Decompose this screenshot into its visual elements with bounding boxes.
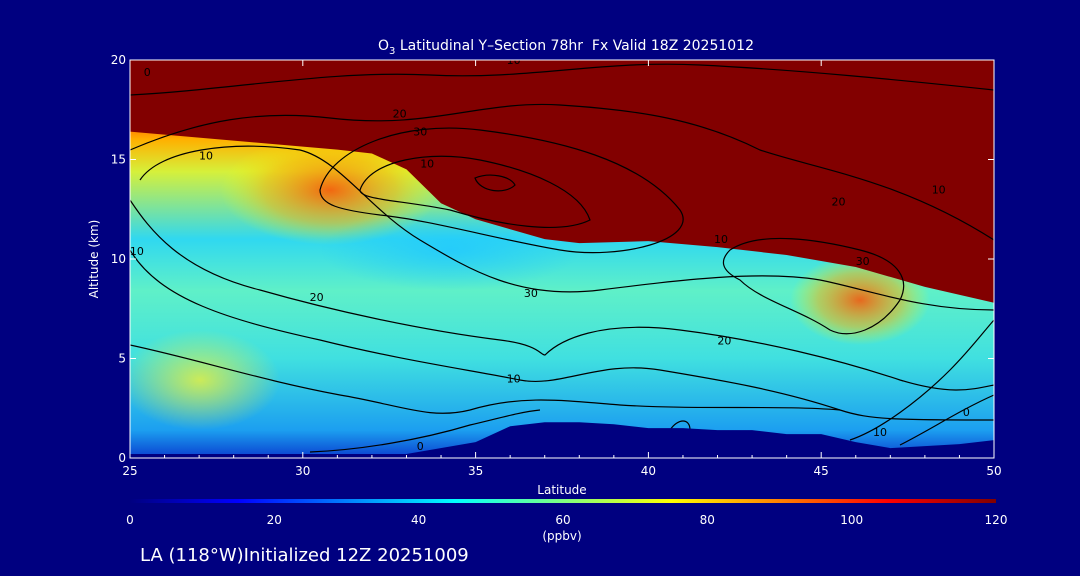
colorbar-unit: (ppbv) [542, 529, 581, 543]
contour-label: 20 [310, 291, 324, 304]
contour-label: 0 [963, 406, 970, 419]
contour-line [899, 394, 994, 446]
y-tick-label: 15 [111, 153, 126, 167]
contour-line [130, 103, 994, 241]
y-axis: 0 5 10 15 20 [111, 53, 994, 465]
contour-label: 20 [832, 195, 846, 208]
contour-labels: 0 10 20 30 10 20 10 10 10 20 30 30 10 20 10 0 10 0 [130, 54, 970, 453]
ozone-elevated-region [130, 330, 280, 430]
x-tick-label: 40 [641, 464, 656, 478]
colorbar-tick-label: 100 [840, 513, 863, 527]
colorbar-tick-label: 120 [985, 513, 1008, 527]
x-tick-label: 45 [814, 464, 829, 478]
colorbar-tick-label: 40 [411, 513, 426, 527]
x-tick-label: 25 [122, 464, 137, 478]
contour-label: 10 [420, 158, 434, 171]
colorbar-tick-label: 60 [555, 513, 570, 527]
contour-label: 10 [873, 426, 887, 439]
colorbar-tick-label: 20 [267, 513, 282, 527]
x-axis-label: Latitude [537, 483, 586, 497]
chart-title: O3 Latitudinal Y–Section 78hr Fx Valid 1… [378, 38, 754, 57]
contour-label: 0 [417, 440, 424, 453]
contour-label: 10 [199, 150, 213, 163]
y-tick-label: 5 [118, 352, 126, 366]
terrain-mask [130, 422, 994, 458]
contour-label: 10 [130, 245, 144, 258]
x-axis: 25 30 35 40 45 50 [122, 60, 1002, 478]
y-tick-label: 10 [111, 252, 126, 266]
contour-line [359, 155, 591, 228]
contour-label: 30 [856, 255, 870, 268]
contour-label: 10 [932, 183, 946, 196]
x-tick-label: 35 [468, 464, 483, 478]
contour-label: 30 [413, 126, 427, 139]
colorbar-tick-label: 80 [700, 513, 715, 527]
contour-lines [130, 63, 994, 453]
x-tick-label: 50 [986, 464, 1001, 478]
contour-label: 10 [507, 54, 521, 67]
contour-label: 0 [144, 66, 151, 79]
contour-line [130, 249, 994, 421]
colorbar-ticks: 0 20 40 60 80 100 120 [126, 513, 1007, 527]
contour-label: 20 [393, 108, 407, 121]
x-tick-label: 30 [295, 464, 310, 478]
contour-line [319, 127, 684, 254]
contour-label: 10 [507, 372, 521, 385]
contour-line [130, 63, 994, 96]
plot-area: 0 10 20 30 10 20 10 10 10 20 30 30 10 20 10 0 10 0 [130, 54, 994, 458]
y-axis-label: Altitude (km) [87, 220, 101, 299]
contour-line [849, 319, 994, 441]
footer-caption: LA (118°W)Initialized 12Z 20251009 [140, 545, 469, 566]
y-tick-label: 20 [111, 53, 126, 67]
colorbar [130, 499, 996, 503]
contour-line [474, 174, 516, 192]
contour-label: 10 [714, 233, 728, 246]
contour-line [669, 420, 691, 431]
contour-label: 30 [524, 287, 538, 300]
contour-line [722, 237, 905, 335]
contour-line [309, 409, 541, 453]
contour-line [130, 199, 994, 391]
contour-label: 20 [717, 335, 731, 348]
y-tick-label: 0 [118, 451, 126, 465]
contour-line [139, 145, 994, 311]
colorbar-tick-label: 0 [126, 513, 134, 527]
stratosphere-region [130, 60, 994, 303]
contour-line [130, 344, 841, 414]
